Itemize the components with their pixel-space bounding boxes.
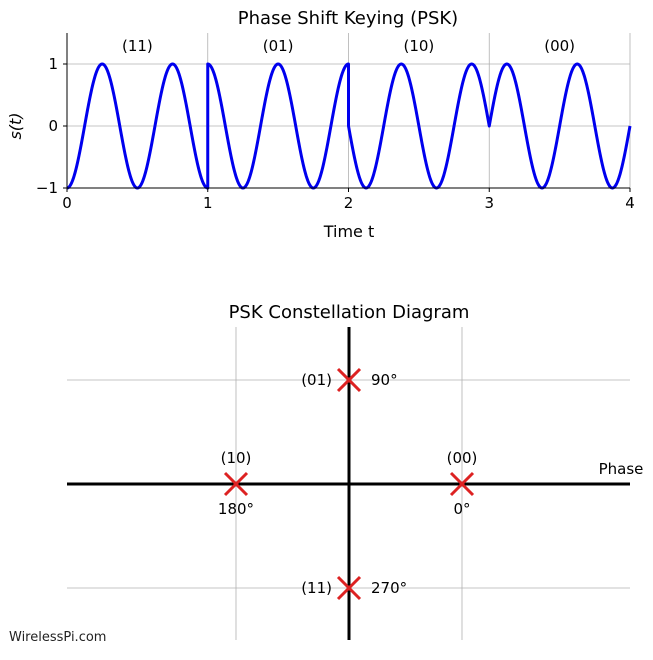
constellation-bits-label: (10): [221, 449, 252, 467]
constellation-point: (10) 180°: [218, 449, 254, 518]
waveform-ylabel: s(t): [6, 112, 25, 139]
constellation-points: (00) 0° (01) 90° (10) 180° (11) 270°: [218, 367, 478, 601]
constellation-angle-label: 90°: [371, 371, 398, 389]
constellation-marker: [449, 471, 475, 497]
constellation-marker: [336, 367, 362, 393]
psk-waveform-chart: Phase Shift Keying (PSK) 0 1 2 3 4−101 (11)(…: [6, 8, 635, 241]
constellation-chart: PSK Constellation Diagram (00)0°(01) 90°(…: [67, 302, 643, 640]
waveform-y-tick-label: 0: [48, 117, 58, 135]
waveform-symbol-label: (10): [403, 37, 434, 55]
waveform-symbol-label: (01): [263, 37, 294, 55]
constellation-bits-label: (01): [301, 371, 332, 389]
constellation-bits-label: (11): [301, 579, 332, 597]
waveform-y-tick-label: 1: [48, 55, 58, 73]
waveform-line: [66, 62, 632, 190]
waveform-x-tick-label: 4: [625, 194, 635, 212]
constellation-marker: [223, 471, 249, 497]
waveform-symbol-labels: (11) (01) (10) (00): [122, 37, 575, 55]
waveform-x-tick-label: 0: [62, 194, 72, 212]
waveform-x-tick-label: 3: [484, 194, 494, 212]
constellation-angle-label: 0°: [453, 500, 470, 518]
constellation-angle-label: 180°: [218, 500, 254, 518]
constellation-point: (01) 90°: [301, 367, 398, 393]
watermark: WirelessPi.com: [9, 630, 107, 645]
waveform-x-tick-label: 2: [344, 194, 354, 212]
waveform-title: Phase Shift Keying (PSK): [238, 8, 458, 29]
waveform-symbol-label: (00): [544, 37, 575, 55]
constellation-point: (11) 270°: [301, 575, 407, 601]
waveform-xlabel: Time t: [323, 222, 375, 241]
constellation-bits-label: (00): [447, 449, 478, 467]
constellation-angle-label: 270°: [371, 579, 407, 597]
waveform-x-tick-label: 1: [203, 194, 213, 212]
constellation-title: PSK Constellation Diagram: [229, 302, 470, 323]
constellation-point: (00) 0°: [447, 449, 478, 518]
waveform-y-tick-label: −1: [36, 179, 58, 197]
constellation-xlabel: Phase: [599, 460, 644, 478]
constellation-marker: [336, 575, 362, 601]
waveform-symbol-label: (11): [122, 37, 153, 55]
waveform-axes: 0 1 2 3 4−101: [36, 33, 635, 212]
constellation-axes: [67, 327, 630, 640]
